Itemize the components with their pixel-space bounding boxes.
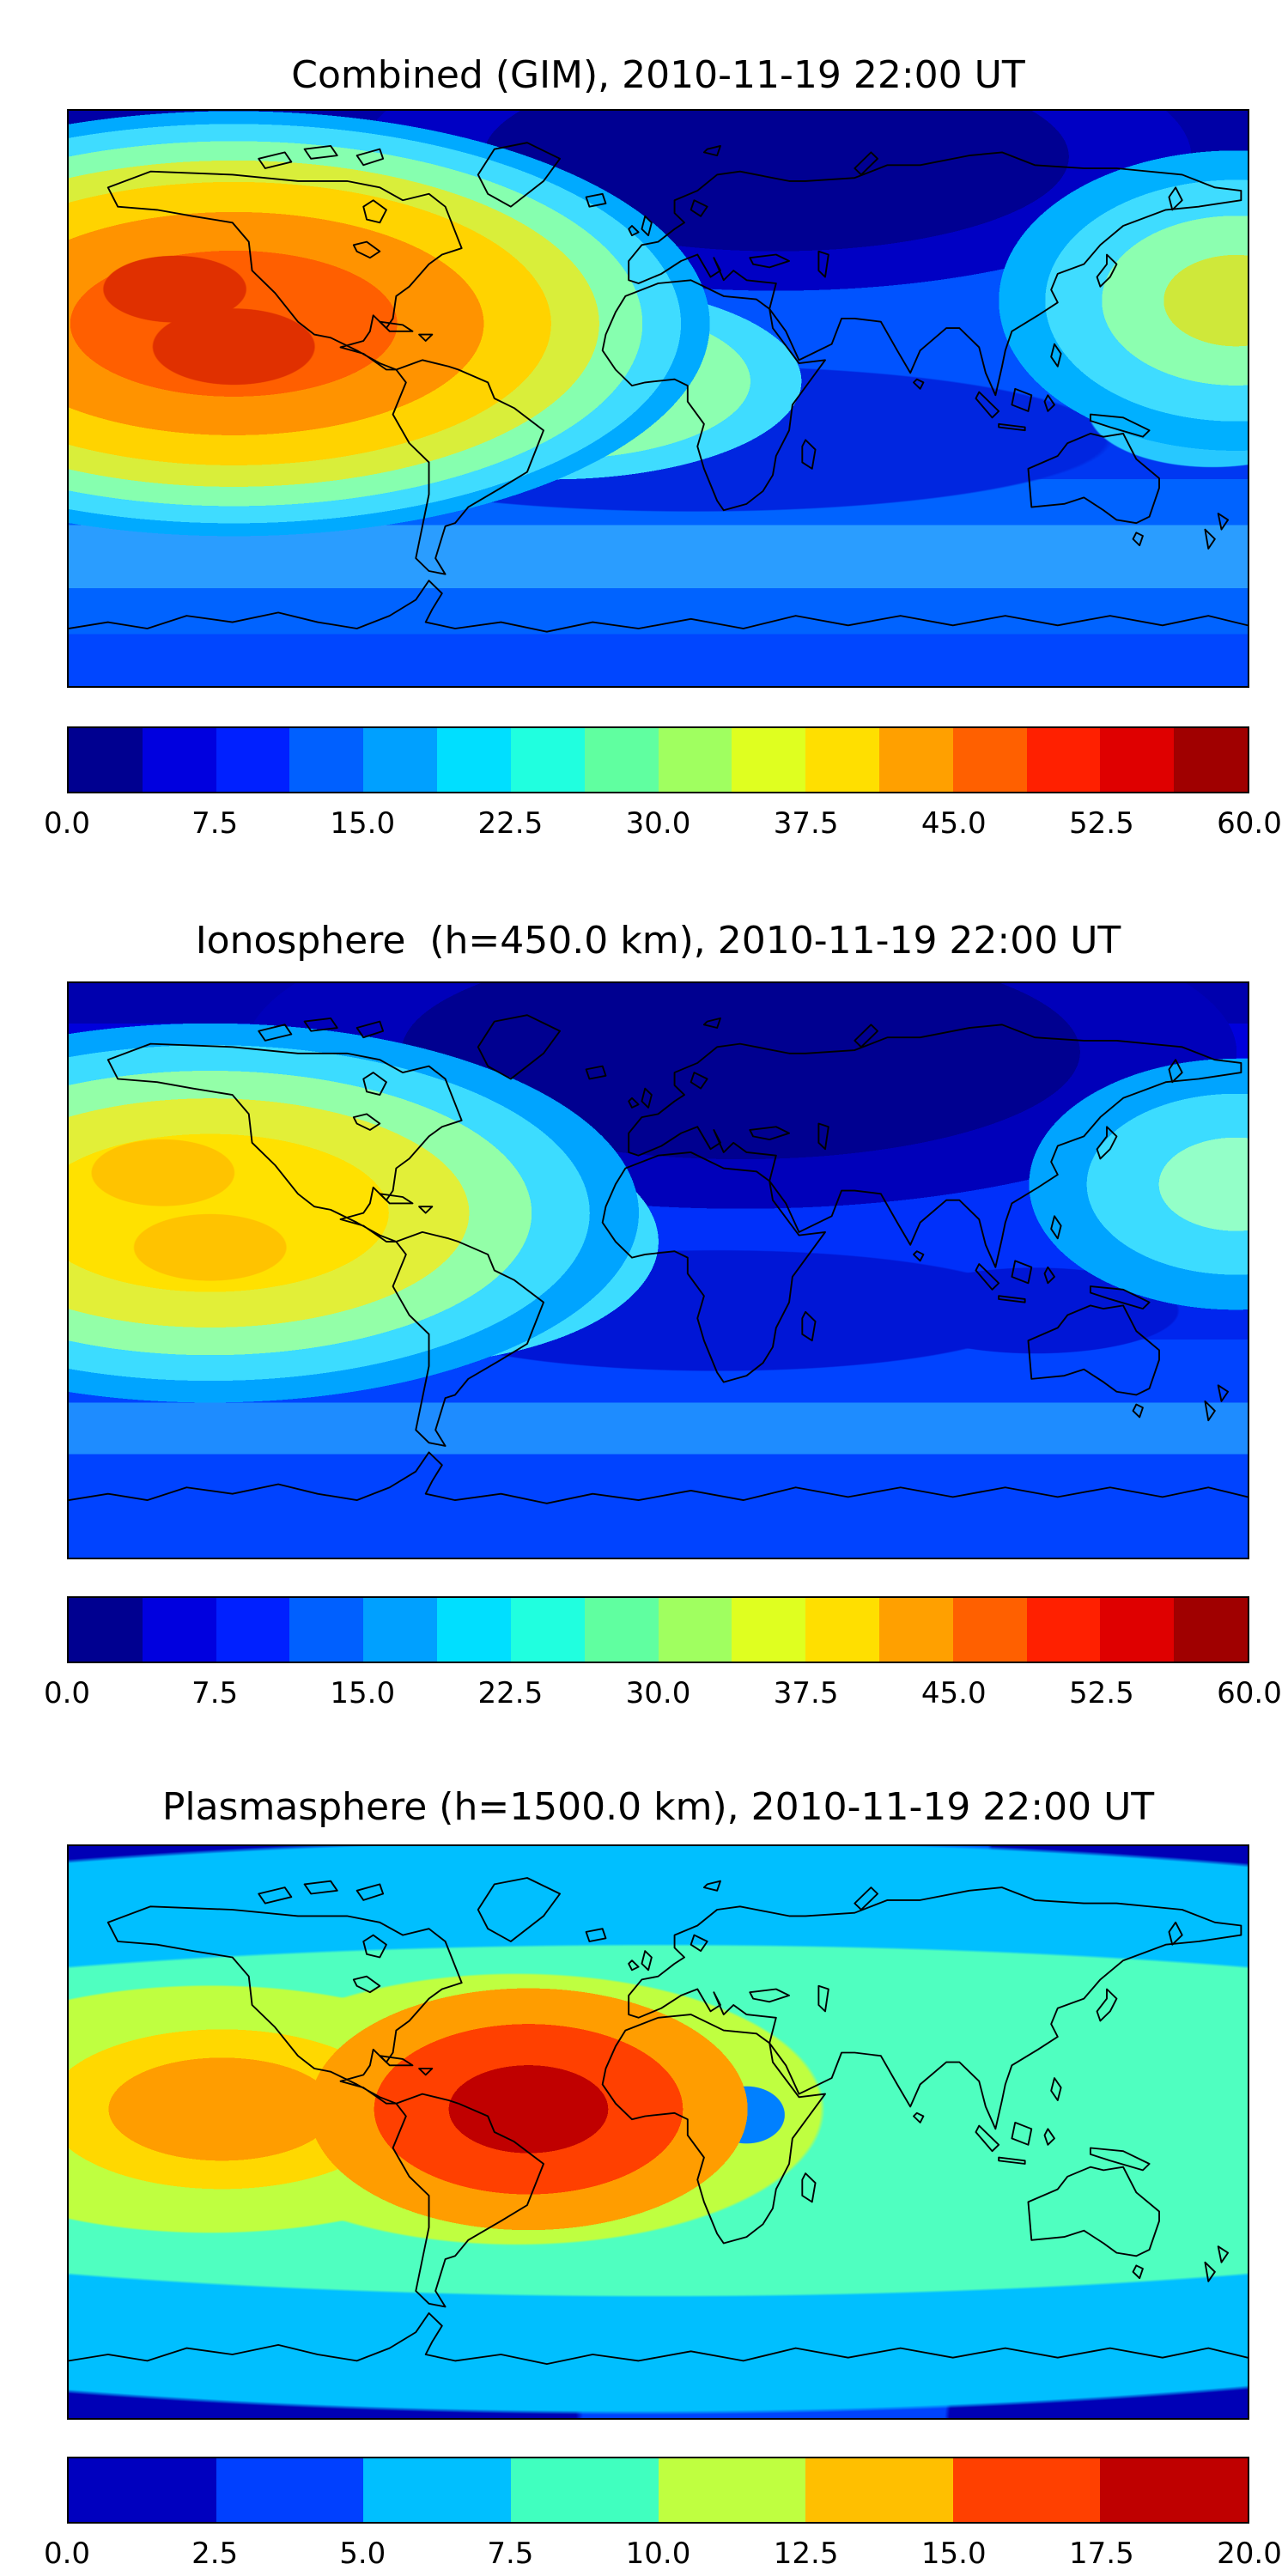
colorbar-plasmasphere bbox=[67, 2457, 1249, 2524]
colorbar-segment bbox=[878, 728, 953, 792]
colorbar-segment bbox=[658, 1598, 732, 1662]
colorbar-ticks-combined: 0.0 7.5 15.0 22.5 30.0 37.5 45.0 52.5 60… bbox=[44, 804, 1282, 843]
tick-label: 15.0 bbox=[330, 806, 396, 841]
coastline-overlay bbox=[69, 142, 1248, 633]
tick-label: 7.5 bbox=[191, 806, 239, 841]
colorbar-segment bbox=[289, 728, 364, 792]
colorbar-segment bbox=[878, 1598, 953, 1662]
colorbar-segment bbox=[363, 728, 438, 792]
tick-label: 20.0 bbox=[1217, 2537, 1282, 2571]
tick-label: 15.0 bbox=[330, 1676, 396, 1710]
colorbar-segment bbox=[1100, 2458, 1248, 2522]
colorbar-segment bbox=[510, 728, 585, 792]
panel3-title: Plasmasphere (h=1500.0 km), 2010-11-19 2… bbox=[161, 1785, 1155, 1829]
colorbar-segment bbox=[69, 728, 143, 792]
colorbar-segment bbox=[1100, 1598, 1175, 1662]
tick-label: 15.0 bbox=[920, 2537, 987, 2571]
colorbar-segment bbox=[584, 1598, 659, 1662]
tick-label: 30.0 bbox=[625, 1676, 691, 1710]
tick-label: 52.5 bbox=[1069, 806, 1134, 841]
colorbar-segment bbox=[732, 728, 806, 792]
colorbar-segment bbox=[658, 728, 732, 792]
tick-label: 22.5 bbox=[477, 806, 544, 841]
colorbar-segment bbox=[69, 1598, 143, 1662]
colorbar-combined bbox=[67, 726, 1249, 793]
tick-label: 45.0 bbox=[920, 1676, 987, 1710]
tick-label: 60.0 bbox=[1217, 1676, 1282, 1710]
colorbar-segment bbox=[952, 2458, 1101, 2522]
coastline-overlay bbox=[69, 1014, 1248, 1504]
tick-label: 0.0 bbox=[43, 1676, 91, 1710]
tick-label: 10.0 bbox=[625, 2537, 691, 2571]
tick-label: 0.0 bbox=[43, 806, 91, 841]
map-ionosphere bbox=[67, 981, 1249, 1559]
tick-label: 5.0 bbox=[339, 2537, 386, 2571]
colorbar-segment bbox=[805, 728, 879, 792]
colorbar-segment bbox=[216, 2458, 364, 2522]
colorbar-segment bbox=[142, 1598, 216, 1662]
tick-label: 0.0 bbox=[43, 2537, 91, 2571]
colorbar-segment bbox=[732, 1598, 806, 1662]
colorbar-segment bbox=[289, 1598, 364, 1662]
colorbar-segment bbox=[216, 1598, 290, 1662]
tick-label: 2.5 bbox=[191, 2537, 239, 2571]
colorbar-segment bbox=[1100, 728, 1175, 792]
colorbar-segment bbox=[363, 2458, 511, 2522]
colorbar-segment bbox=[952, 728, 1027, 792]
tick-label: 45.0 bbox=[920, 806, 987, 841]
coastline-overlay bbox=[69, 1877, 1248, 2366]
tick-label: 37.5 bbox=[773, 1676, 839, 1710]
colorbar-segment bbox=[658, 2458, 806, 2522]
tick-label: 22.5 bbox=[477, 1676, 544, 1710]
colorbar-segment bbox=[1174, 1598, 1248, 1662]
colorbar-segment bbox=[510, 1598, 585, 1662]
tick-label: 7.5 bbox=[191, 1676, 239, 1710]
tick-label: 12.5 bbox=[773, 2537, 839, 2571]
colorbar-ionosphere bbox=[67, 1596, 1249, 1663]
colorbar-ticks-plasmasphere: 0.0 2.5 5.0 7.5 10.0 12.5 15.0 17.5 20.0 bbox=[44, 2534, 1282, 2573]
tick-label: 52.5 bbox=[1069, 1676, 1134, 1710]
colorbar-segment bbox=[952, 1598, 1027, 1662]
tick-label: 17.5 bbox=[1069, 2537, 1134, 2571]
tick-label: 7.5 bbox=[487, 2537, 534, 2571]
colorbar-segment bbox=[805, 2458, 953, 2522]
colorbar-segment bbox=[363, 1598, 438, 1662]
map-combined bbox=[67, 109, 1249, 688]
colorbar-segment bbox=[584, 728, 659, 792]
colorbar-ticks-ionosphere: 0.0 7.5 15.0 22.5 30.0 37.5 45.0 52.5 60… bbox=[44, 1674, 1282, 1713]
tick-label: 30.0 bbox=[625, 806, 691, 841]
colorbar-segment bbox=[1174, 728, 1248, 792]
colorbar-segment bbox=[437, 728, 511, 792]
map-plasmasphere bbox=[67, 1844, 1249, 2420]
colorbar-segment bbox=[69, 2458, 216, 2522]
panel1-title: Combined (GIM), 2010-11-19 22:00 UT bbox=[291, 53, 1025, 97]
tick-label: 37.5 bbox=[773, 806, 839, 841]
colorbar-segment bbox=[510, 2458, 659, 2522]
colorbar-segment bbox=[216, 728, 290, 792]
colorbar-segment bbox=[437, 1598, 511, 1662]
colorbar-segment bbox=[805, 1598, 879, 1662]
colorbar-segment bbox=[1026, 1598, 1101, 1662]
tick-label: 60.0 bbox=[1217, 806, 1282, 841]
colorbar-segment bbox=[1026, 728, 1101, 792]
panel2-title: Ionosphere (h=450.0 km), 2010-11-19 22:0… bbox=[195, 919, 1121, 963]
colorbar-segment bbox=[142, 728, 216, 792]
